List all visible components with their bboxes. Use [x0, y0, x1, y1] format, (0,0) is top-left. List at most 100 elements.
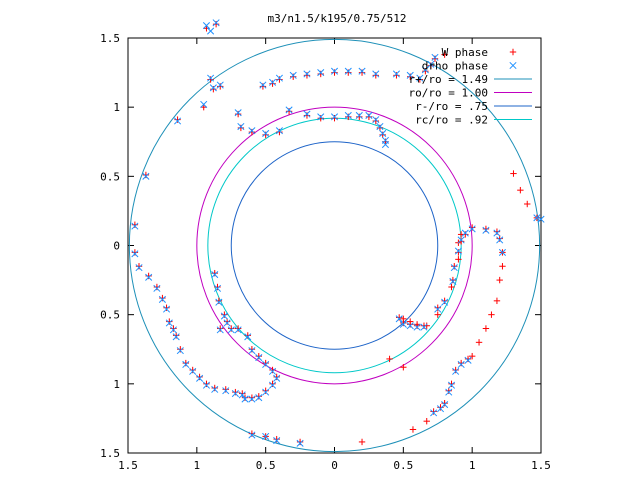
w-phase-point — [269, 80, 276, 87]
w-phase-point — [217, 83, 224, 90]
w-phase-point — [448, 380, 455, 388]
drho-phase-point — [493, 229, 501, 237]
drho-phase-point — [131, 250, 139, 258]
drho-phase-point — [441, 298, 449, 306]
w-phase-point — [142, 171, 150, 179]
w-phase-point — [248, 430, 256, 437]
w-phase-point — [468, 352, 476, 360]
w-phase-point — [177, 346, 184, 353]
drho-phase-point — [454, 247, 462, 255]
x-tick-label: 1.5 — [118, 459, 138, 472]
drho-phase-point — [355, 111, 363, 120]
w-phase-point — [420, 322, 428, 329]
drho-phase-point — [241, 395, 249, 403]
w-phase-point — [189, 366, 196, 374]
drho-phase-point — [209, 84, 217, 92]
drho-phase-point — [216, 326, 224, 334]
w-phase-point — [248, 394, 256, 401]
w-phase-point — [396, 314, 403, 321]
w-phase-point — [244, 332, 251, 339]
drho-phase-point — [262, 129, 270, 138]
w-phase-point — [237, 124, 245, 132]
w-phase-point — [262, 387, 269, 394]
w-phase-point — [232, 388, 239, 396]
w-phase-point — [423, 417, 430, 425]
drho-phase-point — [131, 222, 139, 230]
w-phase-point — [255, 393, 262, 400]
reference-circle — [230, 141, 439, 350]
w-phase-point — [222, 386, 229, 393]
drho-phase-point — [416, 74, 424, 82]
w-phase-point — [174, 116, 181, 123]
drho-phase-point — [303, 110, 311, 118]
drho-phase-point — [434, 305, 442, 313]
w-phase-point — [331, 115, 338, 122]
drho-phase-point — [262, 360, 270, 369]
w-phase-point — [457, 359, 465, 367]
w-phase-point — [510, 170, 517, 177]
drho-phase-point — [445, 388, 453, 396]
drho-phase-point — [358, 67, 366, 75]
w-phase-point — [212, 20, 220, 28]
w-phase-point — [407, 73, 414, 80]
legend-label: rc/ro = .92 — [415, 114, 488, 127]
drho-phase-point — [189, 367, 197, 375]
drho-phase-point — [216, 81, 224, 89]
w-phase-point — [303, 112, 311, 119]
w-phase-point — [207, 76, 214, 83]
w-phase-point — [393, 72, 400, 79]
w-phase-point — [131, 221, 139, 228]
legend-label: W phase — [442, 46, 488, 59]
drho-phase-point — [196, 374, 204, 382]
drho-phase-point — [142, 172, 150, 180]
drho-phase-point — [392, 70, 401, 78]
drho-phase-point — [207, 27, 215, 35]
drho-phase-point — [496, 236, 504, 244]
w-phase-point — [496, 276, 503, 284]
drho-phase-point — [275, 74, 283, 82]
w-phase-point — [441, 297, 448, 305]
drho-phase-point — [537, 215, 545, 223]
w-phase-point — [269, 366, 276, 374]
w-phase-point — [431, 55, 439, 62]
drho-phase-point — [450, 264, 458, 272]
drho-phase-point — [213, 284, 222, 292]
w-phase-point — [482, 225, 490, 233]
w-phase-point — [131, 249, 139, 256]
w-phase-point — [358, 438, 366, 446]
drho-phase-point — [285, 106, 293, 114]
reference-circle — [196, 106, 473, 385]
w-phase-point — [234, 110, 242, 118]
y-tick-label: 1.5 — [100, 447, 120, 460]
w-phase-point — [182, 359, 190, 367]
w-phase-point — [159, 294, 166, 302]
drho-phase-point — [273, 436, 281, 445]
w-phase-point — [488, 311, 495, 318]
drho-phase-point — [289, 71, 297, 79]
drho-phase-point — [268, 367, 277, 375]
drho-phase-point — [231, 389, 239, 398]
drho-phase-point — [421, 66, 429, 74]
y-tick-label: 1.5 — [100, 32, 120, 45]
drho-phase-point — [268, 381, 277, 389]
w-phase-point — [196, 373, 203, 381]
w-phase-point — [493, 297, 501, 305]
drho-phase-point — [248, 127, 256, 135]
data-points — [131, 19, 545, 447]
drho-phase-point — [436, 405, 445, 413]
w-phase-point — [407, 321, 414, 328]
drho-phase-point — [234, 326, 242, 334]
drho-phase-point — [365, 111, 373, 120]
x-tick-label: 0.5 — [393, 459, 413, 472]
drho-phase-point — [165, 319, 173, 327]
drho-phase-point — [227, 326, 235, 334]
drho-phase-point — [202, 381, 211, 389]
w-phase-point — [416, 76, 424, 83]
chart-title: m3/n1.5/k195/0.75/512 — [267, 12, 406, 25]
w-phase-point — [451, 263, 458, 270]
drho-phase-point — [317, 69, 325, 77]
w-phase-point — [211, 384, 218, 392]
w-phase-point — [221, 311, 228, 318]
y-tick-label: 0.5 — [100, 170, 120, 183]
